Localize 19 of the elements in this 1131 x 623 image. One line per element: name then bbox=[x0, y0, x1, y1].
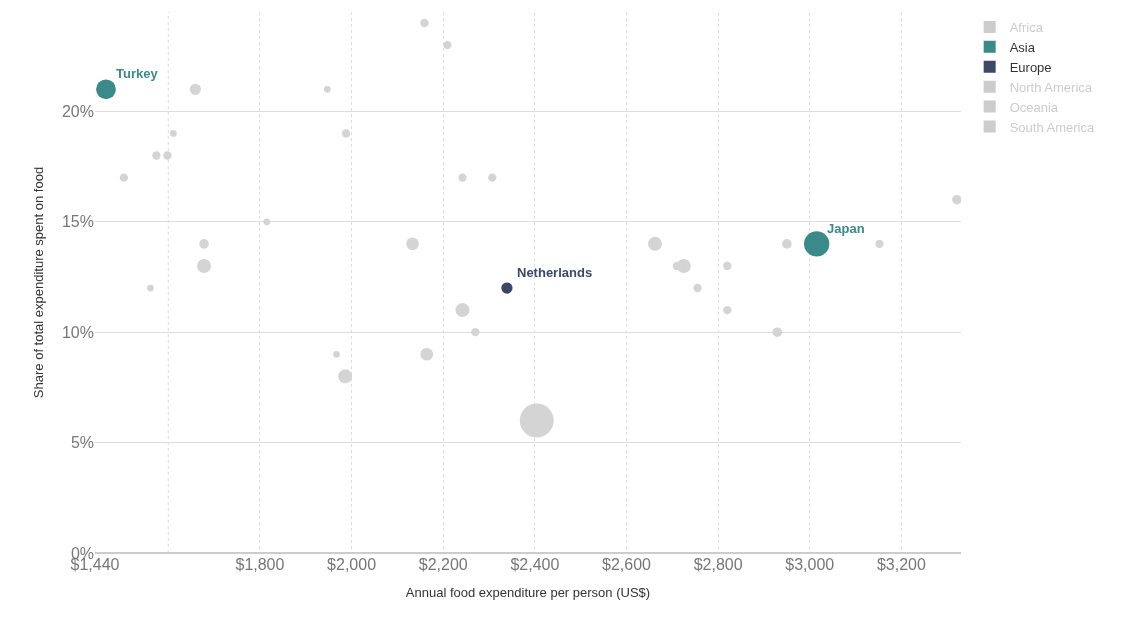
annotation: Turkey bbox=[116, 66, 159, 81]
x-tick-label: $2,600 bbox=[602, 556, 652, 573]
annotation: Japan bbox=[827, 221, 865, 236]
y-tick-label: 10% bbox=[61, 323, 94, 341]
legend-label: Europe bbox=[1009, 59, 1052, 75]
x-tick-label: $2,200 bbox=[418, 556, 468, 573]
x-tick-label: $2,400 bbox=[510, 556, 560, 573]
legend-label: Asia bbox=[1009, 39, 1036, 55]
x-axis-title: Annual food expenditure per person (US$) bbox=[405, 584, 651, 600]
y-tick-label: 5% bbox=[70, 434, 94, 452]
x-tick-label: $3,000 bbox=[785, 556, 835, 573]
x-tick-label: $2,800 bbox=[693, 556, 743, 573]
annotation: Netherlands bbox=[517, 265, 593, 280]
x-tick-label: $2,000 bbox=[327, 556, 377, 573]
x-tick-label: $1,800 bbox=[235, 556, 285, 573]
y-tick-label: 15% bbox=[61, 213, 94, 231]
y-axis-title: Share of total expenditure spent on food bbox=[30, 166, 46, 399]
x-tick-label: $3,200 bbox=[876, 556, 926, 573]
y-tick-label: 20% bbox=[61, 102, 94, 120]
